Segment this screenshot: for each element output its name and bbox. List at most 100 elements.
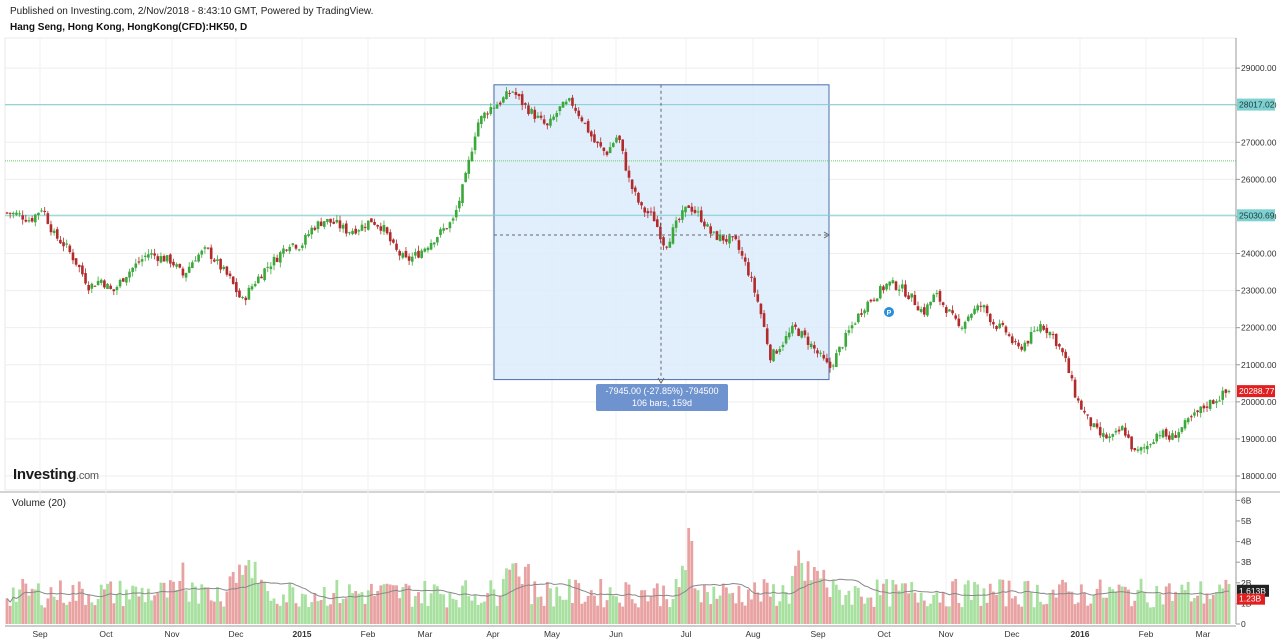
candle-body <box>549 118 552 126</box>
volume-bar <box>1183 590 1187 624</box>
volume-bar <box>84 604 87 624</box>
volume-bar <box>442 594 446 624</box>
candle-body <box>1083 410 1086 413</box>
volume-bar <box>102 589 106 624</box>
candle-body <box>712 231 716 233</box>
candle-body <box>329 218 332 223</box>
candle-body <box>134 263 138 268</box>
volume-bar <box>954 578 958 624</box>
volume-bar <box>483 601 486 624</box>
candle-body <box>627 170 631 178</box>
price-tick-label: 27000.00 <box>1241 137 1277 147</box>
candle-body <box>137 261 141 263</box>
volume-bar <box>62 602 65 624</box>
p-marker-icon[interactable]: P <box>884 307 894 317</box>
candle-body <box>784 336 788 344</box>
volume-bar <box>926 606 929 624</box>
volume-bar <box>724 587 728 624</box>
candle-body <box>976 305 979 311</box>
volume-bar <box>1057 584 1061 624</box>
volume-bar <box>706 591 709 624</box>
volume-bar <box>951 581 954 624</box>
candle-body <box>1045 327 1049 334</box>
volume-bar <box>1020 606 1024 624</box>
candle-body <box>291 243 295 245</box>
candle-body <box>740 251 744 256</box>
volume-bar <box>762 579 766 624</box>
candle-body <box>831 365 835 367</box>
volume-tick-label: 4B <box>1241 537 1252 547</box>
candle-body <box>162 255 166 262</box>
candle-body <box>816 350 819 354</box>
volume-bar <box>348 584 351 624</box>
candle-body <box>128 271 131 278</box>
candle-body <box>897 289 901 291</box>
volume-bar <box>998 579 1002 624</box>
candle-body <box>90 283 94 289</box>
volume-bar <box>567 579 571 624</box>
volume-bar <box>310 602 314 624</box>
volume-bar <box>187 601 191 624</box>
volume-bar <box>1083 593 1086 624</box>
candle-body <box>209 247 213 259</box>
volume-bar <box>260 579 263 624</box>
volume-bar <box>300 593 304 624</box>
volume-bar <box>253 561 257 624</box>
candle-body <box>769 344 772 361</box>
volume-bar <box>366 590 370 624</box>
candle-body <box>103 280 106 288</box>
candle-body <box>153 253 156 256</box>
candle-body <box>690 206 694 212</box>
volume-bar <box>856 587 860 624</box>
candle-body <box>514 92 518 95</box>
volume-bar <box>467 596 471 624</box>
volume-bar <box>718 595 722 624</box>
volume-bar <box>1171 600 1174 624</box>
candle-body <box>366 220 370 230</box>
volume-bar <box>1139 578 1143 624</box>
candle-body <box>643 207 647 213</box>
candle-body <box>388 232 392 242</box>
candle-body <box>1114 430 1118 433</box>
candle-body <box>131 267 134 272</box>
candle-body <box>1026 341 1030 344</box>
candle-body <box>1102 433 1105 437</box>
logo-suffix: .com <box>76 470 99 482</box>
volume-bar <box>1045 603 1049 624</box>
investing-logo: Investing.com <box>13 466 99 483</box>
volume-bar <box>963 584 967 624</box>
volume-bar <box>778 601 782 624</box>
volume-bar <box>395 585 398 624</box>
volume-bar <box>1067 591 1071 624</box>
candlestick-series <box>5 86 1231 455</box>
candle-body <box>662 237 665 246</box>
volume-bar <box>401 587 405 624</box>
volume-bar <box>1010 598 1014 624</box>
candle-body <box>351 230 354 235</box>
volume-bar <box>354 591 358 624</box>
volume-bar <box>602 607 606 624</box>
volume-bar <box>684 570 687 624</box>
volume-bar <box>278 605 282 624</box>
volume-bar <box>1073 604 1077 624</box>
candle-body <box>1171 433 1174 440</box>
candle-body <box>448 222 452 229</box>
candle-body <box>1174 435 1177 438</box>
volume-bar <box>486 593 490 624</box>
volume-bar <box>344 598 348 624</box>
candle-body <box>1111 434 1115 437</box>
candle-body <box>599 142 603 147</box>
candle-body <box>184 272 188 278</box>
volume-bar <box>445 607 449 624</box>
volume-bar <box>652 588 656 624</box>
volume-bar <box>238 564 241 624</box>
candle-body <box>1215 401 1218 404</box>
measure-label: -7945.00 (-27.85%) -794500 106 bars, 159… <box>596 384 728 411</box>
volume-bar <box>175 589 179 624</box>
volume-bar <box>985 602 989 624</box>
volume-tick-label: 3B <box>1241 557 1252 567</box>
candle-body <box>665 246 668 248</box>
candle-body <box>316 221 320 230</box>
candle-body <box>200 250 204 255</box>
candle-body <box>615 137 618 143</box>
